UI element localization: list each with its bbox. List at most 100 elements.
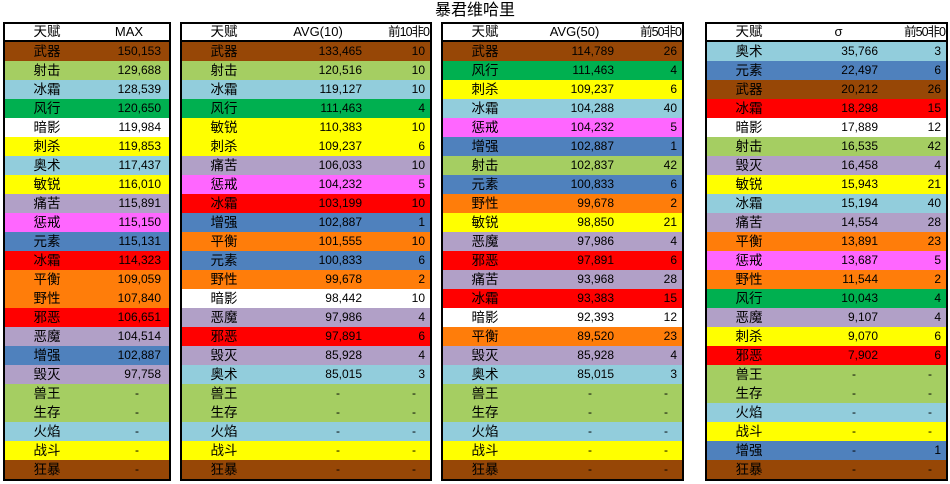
talent-cell[interactable]: 兽王 <box>471 386 499 401</box>
value-cell[interactable]: 117,437 <box>118 158 162 172</box>
count-cell[interactable]: 6 <box>670 177 677 191</box>
count-cell[interactable]: 5 <box>418 177 425 191</box>
value-cell[interactable]: - <box>336 462 340 476</box>
count-cell[interactable]: 10 <box>411 291 425 305</box>
value-cell[interactable]: 97,758 <box>124 367 161 381</box>
count-cell[interactable]: 40 <box>663 101 677 115</box>
value-cell[interactable]: 109,237 <box>570 82 614 96</box>
value-cell[interactable]: - <box>135 405 139 419</box>
value-cell[interactable]: - <box>852 443 856 457</box>
talent-cell[interactable]: 野性 <box>735 272 763 287</box>
value-cell[interactable]: 89,520 <box>577 329 614 343</box>
value-cell[interactable]: 111,463 <box>320 101 362 115</box>
talent-cell[interactable]: 平衡 <box>210 234 238 249</box>
talent-cell[interactable]: 狂暴 <box>735 462 763 477</box>
value-cell[interactable]: 111,463 <box>572 63 614 77</box>
value-cell[interactable]: - <box>852 405 856 419</box>
value-cell[interactable]: - <box>588 386 592 400</box>
talent-cell[interactable]: 邪恶 <box>471 253 499 268</box>
header-talent[interactable]: 天赋 <box>735 24 763 39</box>
count-cell[interactable]: - <box>928 386 932 400</box>
count-cell[interactable]: 3 <box>418 367 425 381</box>
talent-cell[interactable]: 武器 <box>33 44 61 59</box>
talent-cell[interactable]: 奥术 <box>471 367 499 382</box>
value-cell[interactable]: 150,153 <box>117 44 161 58</box>
talent-cell[interactable]: 毁灭 <box>735 158 763 173</box>
count-cell[interactable]: 42 <box>927 139 941 153</box>
count-cell[interactable]: - <box>412 462 416 476</box>
talent-cell[interactable]: 生存 <box>210 405 238 420</box>
count-cell[interactable]: 4 <box>418 101 425 115</box>
value-cell[interactable]: - <box>135 443 139 457</box>
talent-cell[interactable]: 惩戒 <box>210 177 238 192</box>
value-cell[interactable]: - <box>336 405 340 419</box>
talent-cell[interactable]: 战斗 <box>33 443 61 458</box>
talent-cell[interactable]: 野性 <box>210 272 238 287</box>
talent-cell[interactable]: 冰霜 <box>210 196 238 211</box>
value-cell[interactable]: - <box>336 386 340 400</box>
value-cell[interactable]: 116,010 <box>118 177 162 191</box>
talent-cell[interactable]: 增强 <box>471 139 499 154</box>
value-cell[interactable]: 7,902 <box>847 348 878 362</box>
value-cell[interactable]: 99,678 <box>577 196 614 210</box>
talent-cell[interactable]: 暗影 <box>471 310 499 325</box>
count-cell[interactable]: 10 <box>411 82 425 96</box>
talent-cell[interactable]: 野性 <box>471 196 499 211</box>
value-cell[interactable]: 102,887 <box>318 215 362 229</box>
value-cell[interactable]: 109,237 <box>318 139 362 153</box>
count-cell[interactable]: - <box>928 462 932 476</box>
value-cell[interactable]: 109,059 <box>117 272 161 286</box>
talent-cell[interactable]: 狂暴 <box>33 462 61 477</box>
count-cell[interactable]: 21 <box>927 177 941 191</box>
count-cell[interactable]: 21 <box>663 215 677 229</box>
talent-cell[interactable]: 武器 <box>210 44 238 59</box>
count-cell[interactable]: 1 <box>418 215 425 229</box>
value-cell[interactable]: 22,497 <box>841 63 878 77</box>
talent-cell[interactable]: 战斗 <box>210 443 238 458</box>
talent-cell[interactable]: 火焰 <box>735 405 763 420</box>
count-cell[interactable]: - <box>928 405 932 419</box>
talent-cell[interactable]: 射击 <box>33 63 61 78</box>
talent-cell[interactable]: 邪恶 <box>33 310 61 325</box>
talent-cell[interactable]: 元素 <box>471 177 499 192</box>
talent-cell[interactable]: 痛苦 <box>33 196 61 211</box>
count-cell[interactable]: 28 <box>927 215 941 229</box>
value-cell[interactable]: 14,554 <box>841 215 878 229</box>
count-cell[interactable]: 28 <box>663 272 677 286</box>
talent-cell[interactable]: 暗影 <box>735 120 763 135</box>
talent-cell[interactable]: 平衡 <box>33 272 61 287</box>
talent-cell[interactable]: 恶魔 <box>735 310 763 325</box>
value-cell[interactable]: 35,766 <box>841 44 878 58</box>
count-cell[interactable]: 4 <box>934 158 941 172</box>
talent-cell[interactable]: 风行 <box>735 291 763 306</box>
header-top50-nonzero[interactable]: 前50非0 <box>904 25 946 39</box>
value-cell[interactable]: 17,889 <box>841 120 878 134</box>
talent-cell[interactable]: 狂暴 <box>471 462 499 477</box>
count-cell[interactable]: 10 <box>411 158 425 172</box>
count-cell[interactable]: 1 <box>670 139 677 153</box>
header-max[interactable]: MAX <box>114 24 144 39</box>
value-cell[interactable]: 128,539 <box>117 82 161 96</box>
header-top50-nonzero[interactable]: 前50非0 <box>640 25 682 39</box>
count-cell[interactable]: 4 <box>670 234 677 248</box>
value-cell[interactable]: 100,833 <box>570 177 614 191</box>
talent-cell[interactable]: 惩戒 <box>33 215 61 230</box>
talent-cell[interactable]: 痛苦 <box>735 215 763 230</box>
header-sigma[interactable]: σ <box>834 24 843 39</box>
value-cell[interactable]: 110,383 <box>319 120 363 134</box>
talent-cell[interactable]: 风行 <box>471 63 499 78</box>
talent-cell[interactable]: 冰霜 <box>471 101 499 116</box>
count-cell[interactable]: 10 <box>411 234 425 248</box>
count-cell[interactable]: 4 <box>670 348 677 362</box>
value-cell[interactable]: 101,555 <box>318 234 362 248</box>
talent-cell[interactable]: 兽王 <box>735 367 763 382</box>
count-cell[interactable]: 5 <box>934 253 941 267</box>
talent-cell[interactable]: 毁灭 <box>471 348 499 363</box>
header-talent[interactable]: 天赋 <box>471 24 499 39</box>
value-cell[interactable]: - <box>336 424 340 438</box>
header-top10-nonzero[interactable]: 前10非0 <box>388 25 430 39</box>
value-cell[interactable]: 115,150 <box>118 215 162 229</box>
value-cell[interactable]: - <box>852 367 856 381</box>
count-cell[interactable]: 3 <box>670 367 677 381</box>
count-cell[interactable]: 1 <box>934 443 941 457</box>
